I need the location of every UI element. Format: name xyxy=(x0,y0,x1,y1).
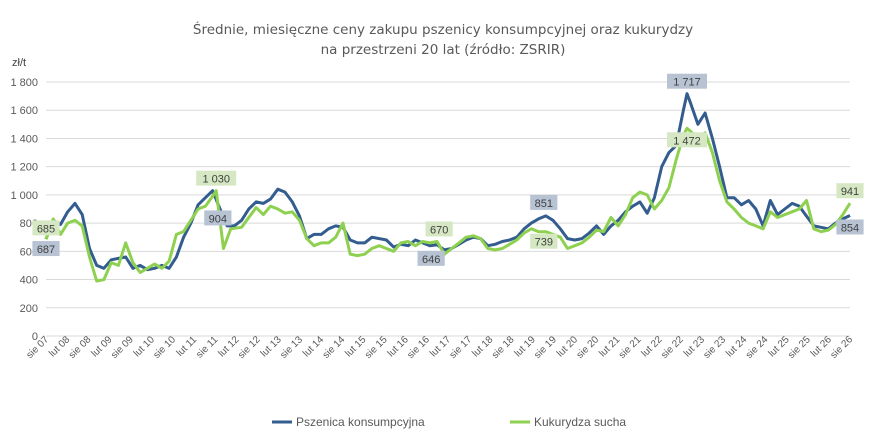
x-tick-label: sie 18 xyxy=(490,334,517,361)
legend-label: Kukurydza sucha xyxy=(534,415,626,429)
x-tick-label: sie 25 xyxy=(786,334,813,361)
chart-title: Średnie, miesięczne ceny zakupu pszenicy… xyxy=(192,22,694,38)
x-tick-label: sie 14 xyxy=(321,334,348,361)
x-tick-label: sie 26 xyxy=(828,334,855,361)
chart-subtitle: na przestrzeni 20 lat (źródło: ZSRIR) xyxy=(320,42,566,58)
data-label: 854 xyxy=(841,222,859,234)
y-tick-label: 1 200 xyxy=(10,162,38,174)
data-label-bg xyxy=(836,183,864,199)
data-label-bg xyxy=(667,132,708,148)
x-tick-label: sie 13 xyxy=(278,334,305,361)
series-line-pszenica xyxy=(44,92,851,272)
data-label-bg xyxy=(204,210,232,226)
data-label: 1 030 xyxy=(202,174,230,186)
data-label: 941 xyxy=(841,186,859,198)
y-tick-label: 0 xyxy=(32,331,38,343)
x-tick-label: sie 21 xyxy=(617,334,644,361)
x-tick-label: sie 22 xyxy=(659,334,686,361)
data-label: 1 472 xyxy=(673,135,701,147)
data-label: 646 xyxy=(422,254,440,266)
data-label: 670 xyxy=(430,224,448,236)
x-tick-label: sie 19 xyxy=(532,334,559,361)
x-tick-label: sie 12 xyxy=(236,334,263,361)
legend-label: Pszenica konsumpcyjna xyxy=(296,415,425,429)
data-label: 851 xyxy=(535,198,553,210)
data-label-bg xyxy=(32,241,60,257)
series-line-kukurydza xyxy=(44,126,852,283)
y-tick-label: 1 000 xyxy=(10,190,38,202)
data-label: 739 xyxy=(535,237,553,249)
x-tick-label: sie 17 xyxy=(448,334,475,361)
y-tick-label: 1 600 xyxy=(10,105,38,117)
data-label-bg xyxy=(196,170,237,186)
data-label-bg xyxy=(32,220,60,236)
x-tick-label: sie 16 xyxy=(405,334,432,361)
y-tick-label: 600 xyxy=(20,246,38,258)
y-tick-label: 1 800 xyxy=(10,77,38,89)
data-label-bg xyxy=(530,194,558,210)
y-tick-label: 400 xyxy=(20,275,38,287)
x-tick-label: sie 11 xyxy=(194,334,220,360)
data-label: 687 xyxy=(37,244,55,256)
x-tick-label: sie 10 xyxy=(151,334,178,361)
y-tick-label: 200 xyxy=(20,303,38,315)
data-label-bg xyxy=(667,73,708,89)
data-label-bg xyxy=(836,219,864,235)
data-label-bg xyxy=(530,233,558,249)
x-tick-label: sie 23 xyxy=(702,334,729,361)
data-label: 904 xyxy=(209,213,227,225)
y-tick-label: 1 400 xyxy=(10,133,38,145)
x-tick-label: sie 08 xyxy=(67,334,94,361)
data-label-bg xyxy=(425,221,453,237)
x-tick-label: sie 15 xyxy=(363,334,390,361)
data-label: 1 717 xyxy=(673,77,701,89)
x-tick-label: sie 24 xyxy=(744,334,771,361)
x-tick-label: sie 20 xyxy=(575,334,602,361)
x-tick-label: sie 09 xyxy=(109,334,136,361)
y-axis-label: zł/t xyxy=(12,57,26,69)
data-label: 685 xyxy=(37,223,55,235)
data-label-bg xyxy=(417,250,445,266)
